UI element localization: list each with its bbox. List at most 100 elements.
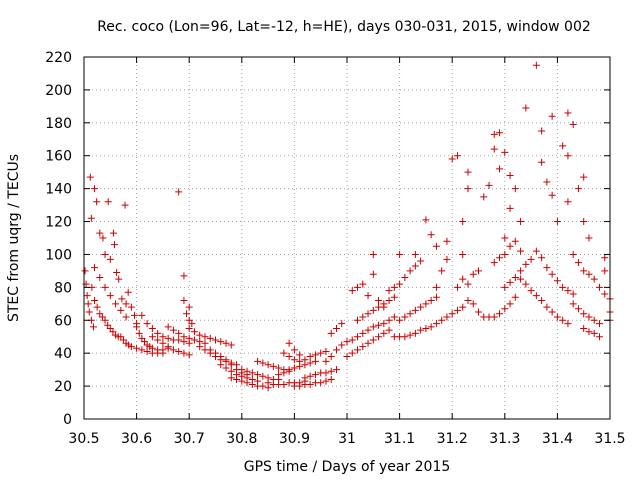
data-point — [154, 329, 162, 337]
data-point — [101, 283, 109, 291]
data-point — [306, 372, 314, 380]
data-point — [369, 306, 377, 314]
data-point — [196, 343, 204, 351]
data-point — [438, 267, 446, 275]
data-point — [490, 145, 498, 153]
data-point — [506, 242, 514, 250]
data-point — [375, 333, 383, 341]
data-point — [96, 229, 104, 237]
data-point — [427, 231, 435, 239]
data-point — [327, 352, 335, 360]
data-point — [448, 310, 456, 318]
data-point — [118, 295, 126, 303]
x-tick-label: 30.7 — [174, 431, 205, 447]
data-point — [222, 364, 230, 372]
data-point — [564, 287, 572, 295]
data-point — [117, 306, 125, 314]
y-tick-label: 0 — [63, 412, 72, 428]
data-point — [285, 339, 293, 347]
data-point — [501, 283, 509, 291]
data-point — [359, 329, 367, 337]
data-point — [227, 341, 235, 349]
data-point — [501, 148, 509, 156]
data-point — [322, 369, 330, 377]
data-point — [332, 346, 340, 354]
data-point — [130, 311, 138, 319]
data-point — [185, 351, 193, 359]
data-point — [580, 325, 588, 332]
data-point — [115, 275, 123, 283]
data-point — [143, 348, 151, 356]
data-point — [517, 218, 525, 226]
data-point — [411, 329, 419, 337]
data-points — [81, 61, 614, 392]
data-point — [84, 300, 92, 308]
data-point — [143, 320, 151, 328]
data-point — [569, 290, 577, 298]
data-point — [285, 366, 293, 374]
data-point — [183, 310, 191, 318]
data-point — [127, 303, 135, 311]
data-point — [180, 349, 188, 357]
data-point — [574, 259, 582, 267]
y-tick-label: 200 — [45, 83, 72, 99]
data-point — [243, 379, 251, 387]
data-point — [322, 357, 330, 365]
data-point — [190, 336, 198, 344]
data-point — [364, 326, 372, 334]
data-point — [133, 323, 141, 331]
data-point — [411, 250, 419, 258]
data-point — [443, 255, 451, 263]
data-point — [93, 303, 101, 311]
data-point — [574, 305, 582, 313]
data-point — [459, 303, 467, 311]
data-point — [517, 247, 525, 255]
data-point — [459, 218, 467, 226]
data-point — [306, 380, 314, 388]
data-point — [585, 270, 593, 278]
data-point — [417, 326, 425, 334]
data-point — [390, 293, 398, 301]
data-point — [375, 303, 383, 311]
data-point — [401, 273, 409, 281]
data-point — [506, 300, 514, 308]
data-point — [448, 155, 456, 163]
data-point — [380, 300, 388, 308]
data-point — [359, 343, 367, 351]
data-point — [401, 333, 409, 341]
data-point — [248, 369, 256, 377]
data-point — [580, 218, 588, 226]
data-point — [532, 292, 540, 300]
data-point — [501, 234, 509, 242]
data-point — [501, 305, 509, 313]
data-point — [453, 283, 461, 291]
data-point — [443, 313, 451, 321]
data-point — [511, 237, 519, 245]
data-point — [296, 357, 304, 365]
data-point — [327, 367, 335, 375]
data-point — [496, 129, 504, 137]
data-point — [164, 334, 172, 342]
x-tick-label: 31.2 — [437, 431, 468, 447]
data-point — [113, 269, 121, 277]
data-point — [511, 293, 519, 301]
grid-lines — [84, 57, 610, 419]
data-point — [601, 290, 609, 298]
data-point — [396, 316, 404, 324]
data-point — [322, 377, 330, 385]
data-point — [548, 191, 556, 199]
data-point — [369, 270, 377, 278]
data-point — [464, 185, 472, 193]
data-point — [517, 267, 525, 275]
data-point — [311, 371, 319, 379]
data-point — [354, 283, 362, 291]
data-point — [89, 323, 97, 331]
data-point — [164, 343, 172, 351]
data-point — [432, 293, 440, 301]
x-tick-label: 30.8 — [226, 431, 257, 447]
data-point — [275, 364, 283, 372]
data-point — [538, 297, 546, 305]
data-point — [111, 241, 119, 249]
data-point — [595, 320, 603, 328]
y-tick-label: 40 — [54, 346, 72, 362]
